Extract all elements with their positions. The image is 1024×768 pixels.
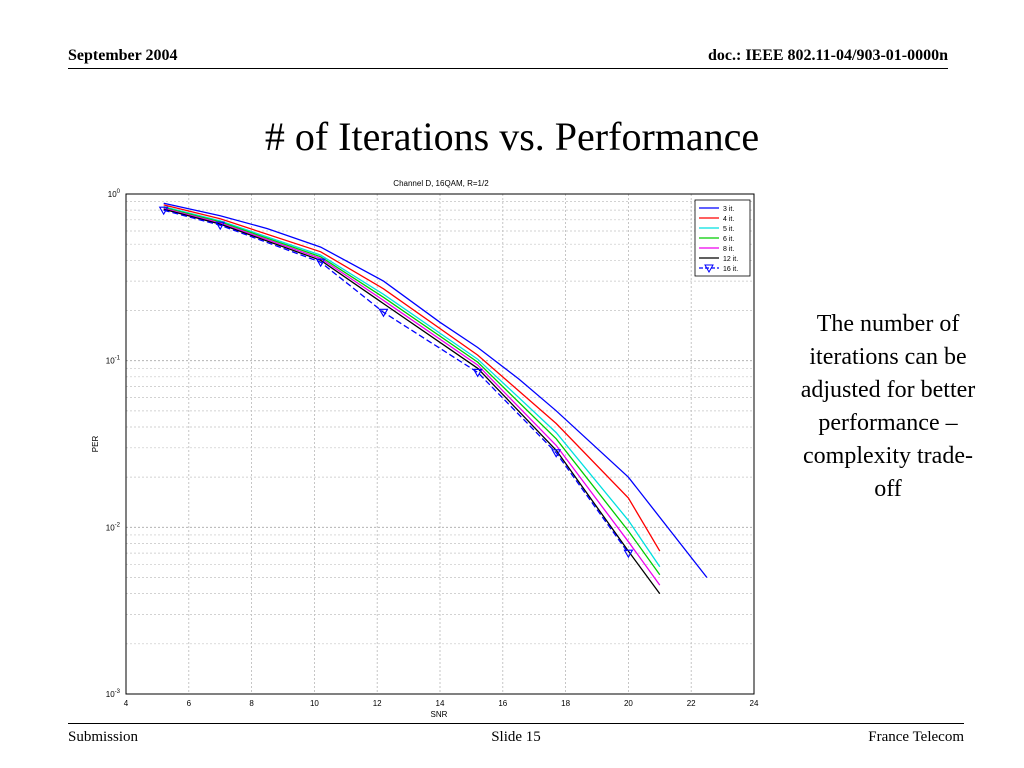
footer-company: France Telecom — [868, 729, 964, 745]
series-marker-6 — [215, 221, 226, 231]
chart-legend: 3 it. 4 it. 5 it. 6 it. 8 it. 12 it. 16 it. — [694, 199, 751, 277]
series-line-1 — [163, 204, 661, 552]
per-chart-svg: Channel D, 16QAM, R=1/2 4 6 8 10 12 14 16 18 20 2… — [91, 179, 759, 719]
x-tick-label: 4 — [124, 699, 129, 708]
series-line-3 — [163, 206, 661, 576]
series-marker-6 — [378, 308, 389, 318]
side-note: The number of iterations can be adjusted… — [800, 311, 976, 502]
y-tick-label: 10-2 — [106, 522, 121, 532]
series-line-0 — [163, 202, 708, 578]
footer-slide-number: Slide 15 — [491, 729, 541, 745]
chart-series — [158, 202, 708, 595]
footer-submission: Submission — [68, 729, 139, 745]
x-tick-label: 24 — [750, 699, 759, 708]
chart-grid — [125, 193, 755, 695]
series-line-6 — [163, 209, 629, 554]
series-marker-6 — [472, 368, 483, 378]
slide-header: September 2004 doc.: IEEE 802.11-04/903-… — [68, 44, 948, 69]
chart-ticks: 4 6 8 10 12 14 16 18 20 22 24 100 10-1 10-2 10-3 — [106, 189, 759, 708]
legend-label-4: 8 it. — [723, 246, 734, 253]
legend-marker-6 — [704, 264, 714, 274]
chart-title: Channel D, 16QAM, R=1/2 — [393, 179, 489, 188]
y-tick-label: 10-1 — [106, 356, 121, 366]
y-tick-label: 10-3 — [106, 689, 121, 699]
x-tick-label: 6 — [187, 699, 192, 708]
plot-frame — [125, 193, 755, 695]
legend-label-5: 12 it. — [723, 256, 738, 263]
legend-box — [694, 199, 751, 277]
x-tick-label: 22 — [687, 699, 696, 708]
series-line-2 — [163, 205, 661, 568]
x-tick-label: 14 — [436, 699, 445, 708]
series-line-4 — [163, 207, 661, 586]
header-date: September 2004 — [68, 47, 178, 64]
x-axis-label: SNR — [431, 710, 448, 719]
series-marker-6 — [623, 549, 634, 559]
x-tick-label: 16 — [498, 699, 507, 708]
legend-label-2: 5 it. — [723, 226, 734, 233]
x-tick-label: 8 — [249, 699, 254, 708]
per-chart: Channel D, 16QAM, R=1/2 4 6 8 10 12 14 16 18 20 2… — [84, 174, 774, 727]
header-doc-id: doc.: IEEE 802.11-04/903-01-0000n — [707, 47, 948, 64]
legend-label-3: 6 it. — [723, 236, 734, 243]
series-marker-6 — [158, 206, 169, 216]
slide-footer: Submission Slide 15 France Telecom — [68, 723, 964, 748]
y-tick-label: 100 — [108, 189, 121, 199]
legend-label-1: 4 it. — [723, 216, 734, 223]
x-tick-label: 20 — [624, 699, 633, 708]
slide-title: # of Iterations vs. Performance — [264, 114, 760, 159]
x-tick-label: 18 — [561, 699, 570, 708]
series-marker-6 — [315, 258, 326, 268]
legend-label-6: 16 it. — [723, 266, 738, 273]
x-tick-label: 10 — [310, 699, 319, 708]
y-axis-label: PER — [91, 436, 100, 453]
legend-label-0: 3 it. — [723, 206, 734, 213]
series-marker-6 — [551, 449, 562, 458]
series-line-5 — [163, 208, 661, 595]
x-tick-label: 12 — [373, 699, 382, 708]
